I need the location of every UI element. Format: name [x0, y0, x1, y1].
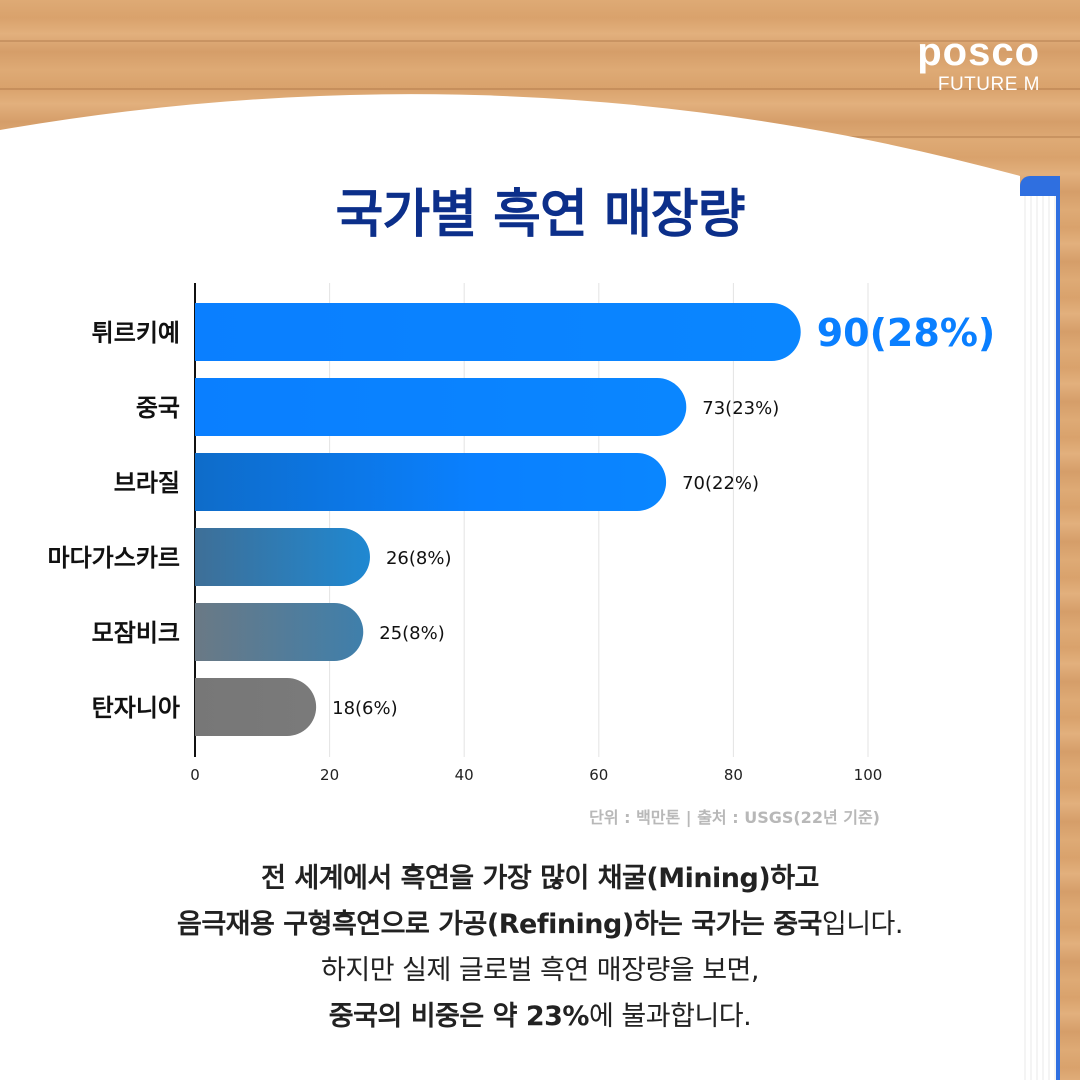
logo-main-text: posco: [917, 30, 1040, 74]
x-tick-label: 80: [724, 766, 743, 784]
category-label: 튀르키예: [92, 319, 180, 347]
wood-grain: [0, 88, 1080, 90]
bar: [195, 303, 801, 361]
data-label: 90(28%): [817, 311, 996, 355]
category-label: 중국: [136, 394, 180, 422]
description: 전 세계에서 흑연을 가장 많이 채굴(Mining)하고 음극재용 구형흑연으…: [0, 856, 1080, 1040]
data-label: 70(22%): [682, 473, 759, 494]
bar: [195, 378, 687, 436]
x-tick-label: 40: [455, 766, 474, 784]
x-tick-label: 60: [589, 766, 608, 784]
description-line2-bold: 음극재용 구형흑연으로 가공(Refining)하는 국가는 중국: [177, 909, 822, 940]
description-line1: 전 세계에서 흑연을 가장 많이 채굴(Mining)하고: [261, 863, 819, 894]
description-line4-bold: 중국의 비중은 약 23%: [328, 1001, 590, 1032]
unit-source-note: 단위 : 백만톤 | 출처 : USGS(22년 기준): [589, 808, 880, 827]
x-tick-label: 100: [854, 766, 883, 784]
data-label: 18(6%): [332, 698, 398, 719]
description-line2-rest: 입니다.: [821, 909, 904, 940]
bar: [195, 603, 364, 661]
x-tick-label: 0: [190, 766, 200, 784]
logo-sub-text: FUTURE M: [937, 74, 1040, 95]
description-line4-rest: 에 불과합니다.: [589, 1001, 752, 1032]
data-label: 26(8%): [386, 548, 452, 569]
book-page-edges: [1020, 196, 1056, 1080]
bar-chart: 0 20 40 60 80 100 튀르키예 90(28%) 중국 73(23%) 브라질 70(22…: [48, 283, 996, 784]
data-label: 25(8%): [379, 623, 445, 644]
description-line3: 하지만 실제 글로벌 흑연 매장량을 보면,: [321, 955, 759, 986]
x-tick-label: 20: [320, 766, 339, 784]
data-label: 73(23%): [702, 398, 779, 419]
category-label: 브라질: [114, 469, 180, 497]
category-label: 탄자니아: [92, 694, 180, 722]
bar: [195, 453, 667, 511]
category-label: 마다가스카르: [48, 544, 180, 572]
bar: [195, 528, 370, 586]
category-label: 모잠비크: [92, 619, 180, 647]
posco-logo: posco FUTURE M: [917, 32, 1040, 96]
chart-title: 국가별 흑연 매장량: [335, 185, 746, 245]
wood-grain: [0, 40, 1080, 42]
bar: [195, 678, 317, 736]
